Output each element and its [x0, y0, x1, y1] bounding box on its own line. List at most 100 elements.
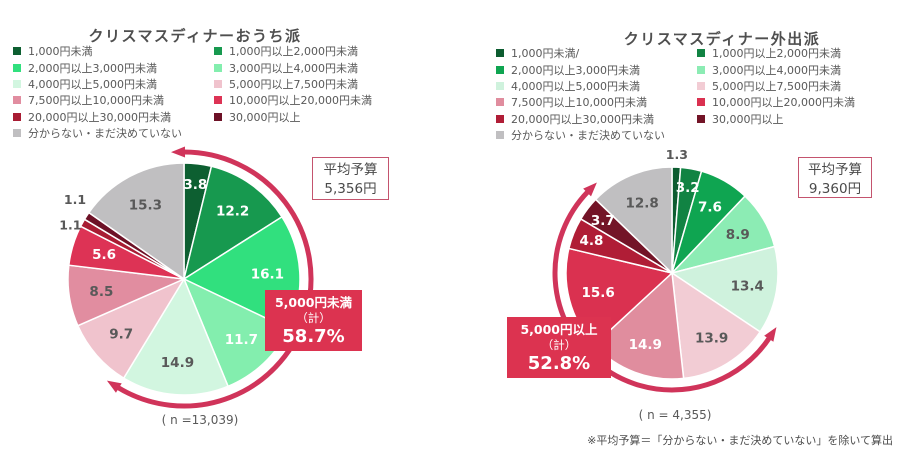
pie-slice: [183, 165, 283, 280]
legend-swatch: [496, 131, 504, 140]
arrowhead: [764, 327, 777, 342]
legend-label: 7,500円以上10,000円未満: [28, 94, 164, 108]
legend-item: 5,000円以上7,500円未満: [697, 78, 855, 94]
slice-value-label: 8.5: [89, 284, 113, 300]
legend-swatch: [13, 129, 21, 138]
pie-slice: [671, 272, 761, 380]
legend-label: 2,000円以上3,000円未満: [511, 63, 640, 77]
pie-slice: [594, 166, 673, 274]
legend-item: 5,000円以上7,500円未満: [214, 76, 372, 92]
slice-value-label: 12.8: [626, 195, 659, 211]
slice-value-label: 3.2: [676, 180, 700, 196]
legend-swatch: [13, 79, 21, 88]
legend-swatch: [214, 96, 222, 105]
chart-title-home: クリスマスディナーおうち派: [88, 27, 302, 46]
legend-label: 1,000円未満/: [511, 47, 580, 61]
legend-item: 1,000円以上2,000円未満: [697, 45, 855, 61]
legend-swatch: [496, 65, 504, 74]
legend-label: 7,500円以上10,000円未満: [511, 96, 647, 110]
legend-out: 1,000円未満/1,000円以上2,000円未満 2,000円以上3,000円未…: [496, 45, 855, 143]
legend-swatch: [496, 49, 504, 58]
legend-item: 20,000円以上30,000円未満: [13, 109, 214, 125]
legend-home: 1,000円未満 1,000円以上2,000円未満 2,000円以上3,000円未満…: [13, 43, 372, 141]
avg-budget-label: 平均予算: [808, 162, 862, 178]
legend-label: 30,000円以上: [712, 112, 784, 126]
legend-item: 4,000円以上5,000円未満: [496, 78, 697, 94]
legend-item: 3,000円以上4,000円未満: [697, 61, 855, 77]
legend-swatch: [214, 63, 222, 72]
slice-value-label: 9.7: [109, 327, 133, 343]
legend-label: 1,000円以上2,000円未満: [229, 45, 358, 59]
legend-item: 分からない・まだ決めていない: [13, 125, 214, 141]
legend-label: 分からない・まだ決めていない: [28, 127, 182, 141]
legend-label: 分からない・まだ決めていない: [511, 129, 665, 143]
sample-size-home: ( n =13,039): [161, 413, 239, 427]
chart-title-out: クリスマスディナー外出派: [623, 30, 821, 49]
legend-item: 10,000円以上20,000円未満: [214, 92, 372, 108]
callout-range-label: 5,000円以上: [520, 322, 598, 337]
legend-label: 3,000円以上4,000円未満: [712, 63, 841, 77]
slice-value-label: 3.8: [183, 177, 207, 193]
slice-value-label: 15.6: [582, 285, 615, 301]
legend-item: 3,000円以上4,000円未満: [214, 59, 372, 75]
slice-value-label: 8.9: [726, 227, 750, 243]
callout-kei-label: （計）: [296, 310, 331, 325]
legend-swatch: [496, 81, 504, 90]
legend-item: 30,000円以上: [214, 109, 372, 125]
legend-swatch: [13, 96, 21, 105]
legend-swatch: [13, 47, 21, 56]
legend-swatch: [214, 47, 222, 56]
slice-value-label: 1.1: [59, 218, 81, 233]
legend-swatch: [697, 98, 705, 107]
callout-kei-label: （計）: [541, 337, 577, 352]
legend-item: 10,000円以上20,000円未満: [697, 94, 855, 110]
legend-label: 1,000円未満: [28, 45, 93, 59]
legend-item: 30,000円以上: [697, 111, 855, 127]
group-total-callout-out: 5,000円以上 （計） 52.8%: [507, 317, 611, 379]
legend-item: 1,000円以上2,000円未満: [214, 43, 372, 59]
legend-swatch: [697, 81, 705, 90]
pie-slice: [88, 162, 185, 280]
slice-value-label: 1.1: [64, 192, 86, 207]
avg-budget-label: 平均予算: [323, 162, 378, 178]
slice-value-label: 15.3: [129, 197, 162, 213]
avg-budget-value: 5,356円: [324, 181, 377, 198]
sample-size-out: ( n = 4,355): [638, 408, 712, 422]
slice-value-label: 11.7: [225, 332, 258, 348]
slice-value-label: 13.4: [731, 278, 764, 294]
legend-swatch: [496, 114, 504, 123]
legend-label: 4,000円以上5,000円未満: [511, 79, 640, 93]
slice-value-label: 3.7: [591, 213, 615, 229]
callout-range-label: 5,000円未満: [274, 295, 353, 310]
legend-label: 1,000円以上2,000円未満: [712, 47, 841, 61]
slice-value-label: 13.9: [695, 331, 728, 347]
legend-swatch: [13, 63, 21, 72]
slice-value-label: 7.6: [698, 199, 722, 215]
slice-value-label: 14.9: [629, 337, 662, 353]
legend-label: 20,000円以上30,000円未満: [28, 110, 171, 124]
pie-slice: [671, 245, 779, 333]
legend-item: 7,500円以上10,000円未満: [496, 94, 697, 110]
slice-value-label: 14.9: [161, 355, 194, 371]
legend-item: 2,000円以上3,000円未満: [13, 59, 214, 75]
arrowhead: [171, 146, 186, 158]
legend-label: 30,000円以上: [229, 110, 301, 124]
legend-item: 7,500円以上10,000円未満: [13, 92, 214, 108]
legend-item: 1,000円未満/: [496, 45, 697, 61]
legend-label: 10,000円以上20,000円未満: [229, 94, 372, 108]
legend-label: 20,000円以上30,000円未満: [511, 112, 654, 126]
avg-budget-box-home: 平均予算 5,356円: [312, 157, 389, 200]
arrowhead: [583, 182, 597, 197]
callout-percent: 58.7%: [282, 325, 345, 347]
legend-item: 20,000円以上30,000円未満: [496, 111, 697, 127]
avg-budget-box-out: 平均予算 9,360円: [798, 157, 872, 198]
legend-swatch: [214, 79, 222, 88]
legend-swatch: [496, 98, 504, 107]
legend-swatch: [697, 65, 705, 74]
slice-value-label: 5.6: [92, 247, 116, 263]
legend-swatch: [13, 112, 21, 121]
panel-dinner-out: クリスマスディナー外出派 1,000円未満/1,000円以上2,000円未満 2,…: [450, 0, 901, 453]
pie-chart-out: 1.3 3.2 7.68.9 13.4 13.9 14.9 15.6 4.8 3.7 12.8: [552, 147, 779, 393]
pie-slice: [122, 278, 229, 396]
